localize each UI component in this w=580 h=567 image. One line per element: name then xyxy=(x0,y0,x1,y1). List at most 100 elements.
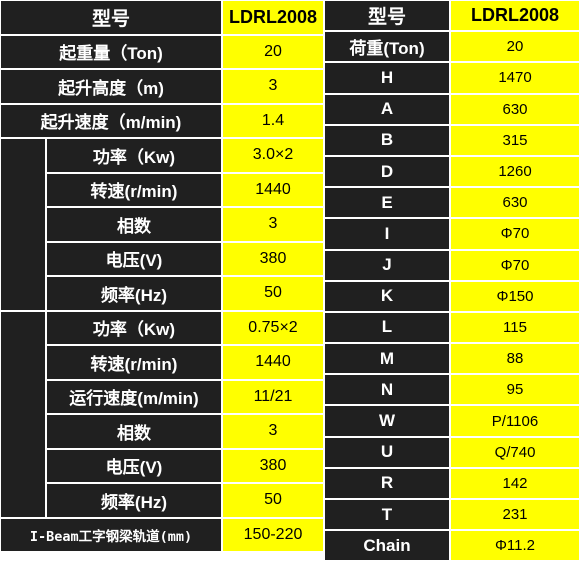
dimension-row: L 115 xyxy=(324,311,580,344)
motor-spec-row: 电压(V) 380 xyxy=(0,241,324,276)
travel-motor-group xyxy=(0,310,46,518)
spec-label: 转速(r/min) xyxy=(46,172,222,207)
spec-value: 3 xyxy=(222,69,324,104)
spec-value: 11/21 xyxy=(222,379,324,414)
motor-spec-row: 功率（Kw) 3.0×2 xyxy=(0,138,324,311)
dimension-value: 95 xyxy=(450,374,580,406)
spec-value: 380 xyxy=(222,448,324,483)
lifting-motor-group xyxy=(0,138,46,311)
dimension-label: W xyxy=(324,405,450,437)
motor-spec-row: 转速(r/min) 1440 xyxy=(0,172,324,207)
spec-value: 0.75×2 xyxy=(222,310,324,345)
dimension-label: N xyxy=(324,374,450,406)
motor-spec-row: 频率(Hz) 50 xyxy=(0,276,324,311)
dimension-value: 231 xyxy=(450,499,580,531)
dimension-label: T xyxy=(324,499,450,531)
model-label: 型号 xyxy=(324,0,450,32)
spec-value: 380 xyxy=(222,241,324,276)
dimension-value: 315 xyxy=(450,124,580,156)
dimension-row: W P/1106 xyxy=(324,405,580,437)
dimension-row: I Φ70 xyxy=(324,218,580,250)
motor-spec-row: 功率（Kw) 0.75×2 xyxy=(0,310,324,518)
dimension-label: H xyxy=(324,62,450,94)
dimension-value: Φ11.2 xyxy=(450,530,580,562)
dimension-label: J xyxy=(324,249,450,281)
hoist-spec-table: 型号 LDRL2008 起重量（Ton) 20 起升高度（m) 3 起升速度（m/min) 1… xyxy=(0,0,324,552)
spec-label: 相数 xyxy=(46,414,222,449)
dimension-label: M xyxy=(324,343,450,375)
spec-label: 起升速度（m/min) xyxy=(0,103,222,138)
beam-row: I-Beam工字钢梁轨道(mm) 150-220 xyxy=(0,517,324,552)
dimension-row: T 231 xyxy=(324,499,580,531)
dimension-row: J Φ70 xyxy=(324,249,580,281)
dimension-row: U Q/740 xyxy=(324,436,580,468)
spec-value: 1.4 xyxy=(222,103,324,138)
spec-label: 起升高度（m) xyxy=(0,69,222,104)
motor-spec-row: 运行速度(m/min) 11/21 xyxy=(0,379,324,414)
dimension-value: 1470 xyxy=(450,62,580,94)
dimension-label: U xyxy=(324,436,450,468)
dimension-label: Chain xyxy=(324,530,450,562)
spec-row: 起升高度（m) 3 xyxy=(0,69,324,104)
spec-label: 电压(V) xyxy=(46,448,222,483)
hoist-spec-body: 型号 LDRL2008 起重量（Ton) 20 起升高度（m) 3 起升速度（m/min) 1… xyxy=(0,0,324,552)
spec-label: 功率（Kw) xyxy=(46,138,222,173)
spec-label: 运行速度(m/min) xyxy=(46,379,222,414)
dimension-value: P/1106 xyxy=(450,405,580,437)
header-row: 型号 LDRL2008 xyxy=(324,0,580,32)
spec-value: 20 xyxy=(222,34,324,69)
motor-spec-row: 转速(r/min) 1440 xyxy=(0,345,324,380)
dimension-row: E 630 xyxy=(324,187,580,219)
dimension-body: 型号 LDRL2008 荷重(Ton) 20 H 1470 A 630 B 315 D 1260 E 63… xyxy=(324,0,580,562)
dimension-label: E xyxy=(324,187,450,219)
beam-label: I-Beam工字钢梁轨道(mm) xyxy=(0,517,222,552)
spec-value: 50 xyxy=(222,483,324,518)
dimension-value: 20 xyxy=(450,31,580,63)
spec-label: 起重量（Ton) xyxy=(0,34,222,69)
spec-label: 相数 xyxy=(46,207,222,242)
spec-label: 功率（Kw) xyxy=(46,310,222,345)
dimension-label: D xyxy=(324,155,450,188)
dimension-row: K Φ150 xyxy=(324,280,580,312)
dimension-value: 88 xyxy=(450,343,580,375)
dimension-value: 115 xyxy=(450,311,580,344)
dimension-value: Φ70 xyxy=(450,218,580,250)
dimension-value: 630 xyxy=(450,93,580,125)
beam-value: 150-220 xyxy=(222,517,324,552)
spec-value: 3 xyxy=(222,414,324,449)
spec-label: 转速(r/min) xyxy=(46,345,222,380)
dimension-row: R 142 xyxy=(324,467,580,499)
spec-label: 频率(Hz) xyxy=(46,483,222,518)
dimension-label: 荷重(Ton) xyxy=(324,31,450,63)
spec-value: 50 xyxy=(222,276,324,311)
dimension-label: L xyxy=(324,311,450,344)
dimension-row: D 1260 xyxy=(324,155,580,188)
dimension-value: 1260 xyxy=(450,155,580,188)
motor-spec-row: 电压(V) 380 xyxy=(0,448,324,483)
spec-row: 起升速度（m/min) 1.4 xyxy=(0,103,324,138)
motor-spec-row: 频率(Hz) 50 xyxy=(0,483,324,518)
spec-row: 起重量（Ton) 20 xyxy=(0,34,324,69)
model-value: LDRL2008 xyxy=(222,0,324,35)
motor-spec-row: 相数 3 xyxy=(0,207,324,242)
dimension-row: B 315 xyxy=(324,124,580,156)
dimension-label: B xyxy=(324,124,450,156)
dimension-table: 型号 LDRL2008 荷重(Ton) 20 H 1470 A 630 B 315 D 1260 E 63… xyxy=(324,0,580,562)
spec-label: 频率(Hz) xyxy=(46,276,222,311)
dimension-value: 630 xyxy=(450,187,580,219)
model-label: 型号 xyxy=(0,0,222,35)
dimension-row: N 95 xyxy=(324,374,580,406)
spec-value: 3 xyxy=(222,207,324,242)
dimension-label: K xyxy=(324,280,450,312)
dimension-value: 142 xyxy=(450,467,580,499)
spec-value: 3.0×2 xyxy=(222,138,324,173)
spec-value: 1440 xyxy=(222,172,324,207)
dimension-label: A xyxy=(324,93,450,125)
dimension-row: Chain Φ11.2 xyxy=(324,530,580,562)
dimension-label: I xyxy=(324,218,450,250)
dimension-row: 荷重(Ton) 20 xyxy=(324,31,580,63)
dimension-value: Φ150 xyxy=(450,280,580,312)
motor-spec-row: 相数 3 xyxy=(0,414,324,449)
header-row: 型号 LDRL2008 xyxy=(0,0,324,35)
dimension-label: R xyxy=(324,467,450,499)
